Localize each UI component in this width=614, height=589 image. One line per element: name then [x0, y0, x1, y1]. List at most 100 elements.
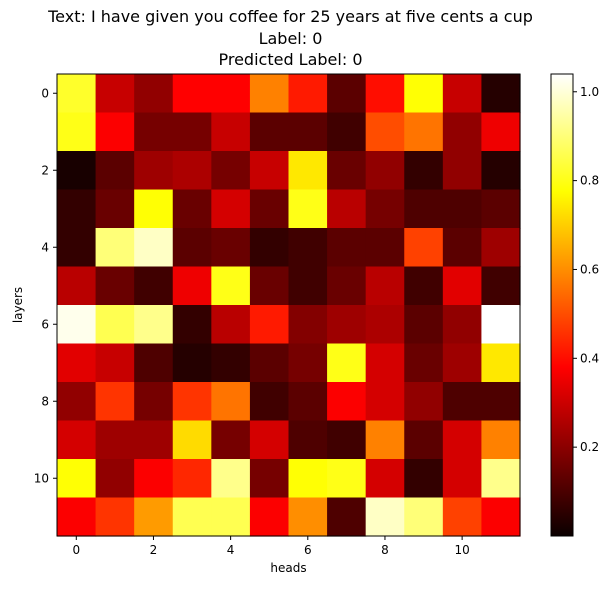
heatmap-cell-3-4: [211, 189, 251, 229]
heatmap-cell-7-0: [57, 343, 97, 383]
heatmap-cell-0-9: [404, 74, 444, 114]
colorbar-tick-label-3: 0.8: [580, 174, 599, 188]
heatmap-cell-10-11: [481, 459, 521, 499]
heatmap-cell-4-0: [57, 228, 97, 268]
heatmap-cell-8-3: [172, 382, 212, 422]
colorbar-tick-label-4: 1.0: [580, 85, 599, 99]
heatmap-cell-3-2: [134, 189, 174, 229]
heatmap-cell-0-1: [95, 74, 135, 114]
heatmap-cell-11-10: [442, 497, 483, 537]
heatmap-cell-2-9: [404, 151, 444, 191]
heatmap-cell-2-1: [95, 151, 135, 191]
heatmap-cell-1-10: [442, 112, 483, 152]
heatmap-cell-5-1: [95, 266, 135, 306]
y-tick-label-0: 0: [41, 86, 49, 100]
heatmap-cell-9-0: [57, 420, 97, 460]
heatmap-cell-3-6: [288, 189, 328, 229]
heatmap-cell-3-9: [404, 189, 444, 229]
heatmap-cell-8-9: [404, 382, 444, 422]
heatmap-cell-6-7: [327, 305, 367, 345]
heatmap-cell-3-11: [481, 189, 521, 229]
heatmap-cell-11-1: [95, 497, 135, 537]
heatmap-cell-6-5: [249, 305, 290, 345]
heatmap-cell-3-5: [249, 189, 290, 229]
heatmap-cell-4-8: [365, 228, 405, 268]
heatmap-cell-9-11: [481, 420, 521, 460]
heatmap-cell-0-2: [134, 74, 174, 114]
heatmap-cell-0-6: [288, 74, 328, 114]
heatmap-cell-5-2: [134, 266, 174, 306]
heatmap-cell-5-10: [442, 266, 483, 306]
heatmap-cell-3-3: [172, 189, 212, 229]
x-tick-label-10: 10: [454, 543, 469, 557]
heatmap-cell-9-1: [95, 420, 135, 460]
heatmap-cell-4-2: [134, 228, 174, 268]
chart-title-line-1: Text: I have given you coffee for 25 yea…: [48, 7, 533, 26]
colorbar-tick-label-0: 0.2: [580, 440, 599, 454]
heatmap-cell-10-8: [365, 459, 405, 499]
heatmap-cell-6-11: [481, 305, 521, 345]
heatmap-cell-0-11: [481, 74, 521, 114]
y-tick-label-2: 2: [41, 163, 49, 177]
heatmap-cell-1-5: [249, 112, 290, 152]
heatmap-cell-4-4: [211, 228, 251, 268]
heatmap-cell-2-8: [365, 151, 405, 191]
heatmap-cell-3-8: [365, 189, 405, 229]
y-tick-label-8: 8: [41, 394, 49, 408]
heatmap-cell-6-1: [95, 305, 135, 345]
heatmap-cell-4-10: [442, 228, 483, 268]
heatmap-cell-1-8: [365, 112, 405, 152]
heatmap-cell-8-10: [442, 382, 483, 422]
heatmap-cell-10-4: [211, 459, 251, 499]
heatmap-cell-0-0: [57, 74, 97, 114]
heatmap-cell-10-9: [404, 459, 444, 499]
heatmap-cell-6-3: [172, 305, 212, 345]
heatmap-cell-8-0: [57, 382, 97, 422]
heatmap-cell-7-7: [327, 343, 367, 383]
heatmap-cell-3-1: [95, 189, 135, 229]
x-tick-label-2: 2: [150, 543, 158, 557]
heatmap-cell-10-1: [95, 459, 135, 499]
heatmap-cell-5-4: [211, 266, 251, 306]
heatmap-cell-6-10: [442, 305, 483, 345]
heatmap-cell-8-1: [95, 382, 135, 422]
heatmap-cell-11-0: [57, 497, 97, 537]
heatmap-cell-10-7: [327, 459, 367, 499]
chart-title-line-3: Predicted Label: 0: [218, 50, 363, 69]
heatmap-cell-6-8: [365, 305, 405, 345]
y-axis: 0 2 4 6 8 10: [34, 86, 57, 485]
heatmap-cell-2-7: [327, 151, 367, 191]
heatmap-cell-10-2: [134, 459, 174, 499]
heatmap-cell-8-8: [365, 382, 405, 422]
heatmap-cell-2-2: [134, 151, 174, 191]
x-tick-label-4: 4: [227, 543, 235, 557]
heatmap-cell-6-6: [288, 305, 328, 345]
y-axis-label: layers: [11, 287, 25, 323]
heatmap-cell-4-5: [249, 228, 290, 268]
heatmap-cell-10-3: [172, 459, 212, 499]
heatmap-cell-11-3: [172, 497, 212, 537]
heatmap-cell-8-2: [134, 382, 174, 422]
heatmap-cell-6-9: [404, 305, 444, 345]
heatmap-cell-5-0: [57, 266, 97, 306]
heatmap-cell-2-4: [211, 151, 251, 191]
colorbar: [550, 73, 574, 537]
x-tick-label-8: 8: [381, 543, 389, 557]
heatmap-cell-9-8: [365, 420, 405, 460]
heatmap-cell-4-3: [172, 228, 212, 268]
heatmap-cell-5-6: [288, 266, 328, 306]
heatmap-cell-11-6: [288, 497, 328, 537]
heatmap-cell-4-6: [288, 228, 328, 268]
heatmap-cell-10-0: [57, 459, 97, 499]
heatmap-cell-2-5: [249, 151, 290, 191]
heatmap-cell-7-3: [172, 343, 212, 383]
heatmap-cell-4-11: [481, 228, 521, 268]
heatmap-cell-0-10: [442, 74, 483, 114]
heatmap-cell-7-10: [442, 343, 483, 383]
heatmap-cell-9-3: [172, 420, 212, 460]
heatmap-cell-5-7: [327, 266, 367, 306]
heatmap-cell-0-5: [249, 74, 290, 114]
x-tick-label-6: 6: [304, 543, 312, 557]
colorbar-axis: 0.2 0.4 0.6 0.8 1.0: [573, 85, 599, 454]
